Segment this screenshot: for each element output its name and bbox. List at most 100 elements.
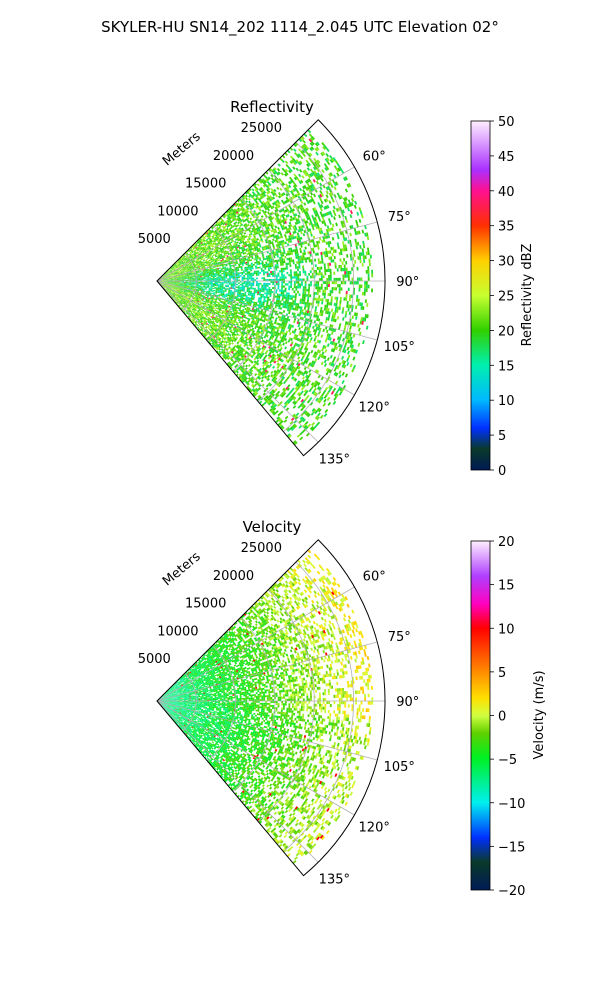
radar-cell [262,301,265,304]
radar-cell [256,193,260,197]
radar-cell [192,246,195,249]
radar-cell [245,211,248,214]
radar-cell [321,298,324,302]
radar-cell [255,291,258,294]
radar-cell [218,277,221,279]
radar-cell [181,261,184,263]
radar-cell [175,265,177,267]
radar-cell [217,234,220,237]
radar-cell [248,287,251,290]
radar-cell [168,271,171,273]
radar-cell [208,242,211,245]
radar-cell [365,288,368,293]
radar-cell [202,238,205,241]
radar-cell [341,261,344,265]
radar-cell [268,269,271,272]
radar-cell [200,283,202,285]
radar-cell [293,173,297,177]
radar-cell [239,212,243,216]
radar-cell [216,284,219,286]
radar-cell [333,271,336,275]
radar-cell [304,273,307,276]
radar-cell [315,151,319,156]
radar-cell [303,315,307,319]
radar-cell [215,235,219,238]
radar-cell [237,216,241,220]
radar-cell [230,270,233,272]
radar-cell [321,217,325,221]
radar-cell [201,278,204,280]
radar-cell [296,261,299,264]
radar-cell [270,258,273,261]
radar-cell [209,283,211,285]
radar-cell [178,260,181,263]
radar-cell [250,259,253,262]
radar-cell [304,246,307,250]
radar-cell [226,263,229,265]
radar-cell [298,270,301,274]
radar-cell [196,248,199,251]
radar-cell [301,257,304,261]
radar-cell [364,299,367,304]
radar-cell [190,247,193,250]
radar-cell [245,208,248,212]
radar-cell [165,273,167,275]
radar-cell [302,153,307,158]
radar-cell [294,295,297,299]
radar-cell [276,186,280,190]
radar-cell [162,275,165,277]
radar-cell [293,271,296,274]
radar-cell [192,249,195,251]
radar-cell [235,271,238,273]
radar-cell [289,180,293,184]
radar-cell [173,265,175,268]
radar-cell [249,264,252,267]
radar-cell [312,162,316,167]
radar-cell [219,285,222,287]
radar-cell [203,242,206,245]
radar-cell [295,288,298,291]
radar-cell [237,286,240,289]
radar-cell [246,287,249,290]
radar-cell [357,298,360,303]
radar-cell [312,166,317,171]
radar-cell [262,288,265,291]
radar-cell [251,265,254,268]
radar-cell [335,299,338,304]
radar-cell [200,241,203,244]
radar-cell [177,262,180,264]
radar-cell [238,208,242,212]
radar-cell [280,270,283,273]
radar-cell [297,161,302,166]
radar-cell [315,146,320,151]
radar-cell [189,251,192,254]
radar-cell [367,269,370,274]
radar-cell [261,188,265,192]
radar-cell [317,300,320,304]
radar-cell [187,279,190,281]
radar-cell [311,275,314,279]
radar-cell [200,277,202,278]
radar-cell [352,249,356,254]
radar-cell [308,259,311,263]
radar-cell [259,205,262,209]
radar-cell [248,282,251,285]
radar-cell [269,294,272,298]
radar-cell [317,215,321,220]
radar-cell [213,237,216,240]
radar-cell [264,201,268,205]
radar-cell [167,272,169,274]
radar-cell [258,297,261,300]
radar-cell [235,286,238,289]
radar-cell [243,282,246,285]
radar-cell [199,245,202,248]
radar-cell [196,283,199,284]
figure-title: SKYLER-HU SN14_202 1114_2.045 UTC Elevat… [101,18,499,37]
radar-cell [304,288,307,292]
radar-cell [342,274,345,278]
radar-cell [331,281,334,285]
radar-cell [263,277,266,280]
radar-cell [251,267,254,270]
radar-cell [308,283,311,287]
radar-cell [312,250,315,254]
